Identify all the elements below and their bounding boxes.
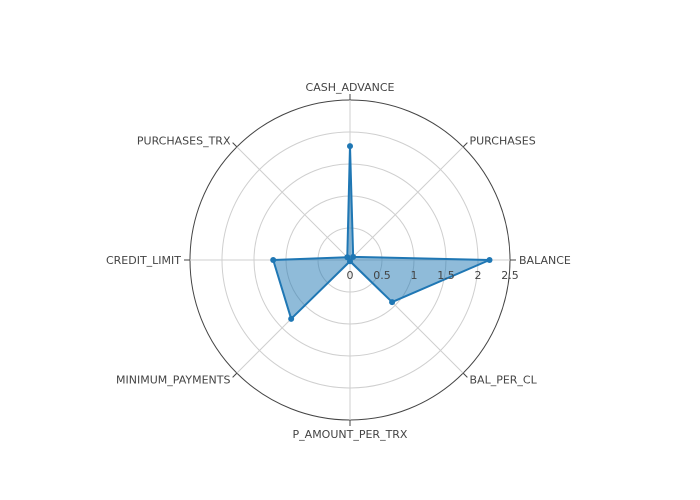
axis-label-bal-per-cl: BAL_PER_CL [470,374,538,387]
radial-tick-label: 1.5 [437,269,455,282]
axis-tick-mark [462,142,468,148]
data-point-minimum-payments[interactable] [288,315,295,322]
axis-label-credit-limit: CREDIT_LIMIT [106,254,181,267]
axis-label-p-amount-per-trx: P_AMOUNT_PER_TRX [293,428,408,441]
radial-tick-label: 2.5 [501,269,519,282]
axis-label-balance: BALANCE [519,254,571,267]
axis-label-cash-advance: CASH_ADVANCE [306,81,395,94]
axis-spoke [349,146,464,261]
data-point-p-amount-per-trx[interactable] [347,258,353,265]
axis-label-purchases: PURCHASES [470,134,536,147]
radial-tick-label: 0.5 [373,269,391,282]
series-area [273,146,490,319]
data-point-cash-advance[interactable] [347,143,353,150]
axis-label-purchases-trx: PURCHASES_TRX [137,134,231,147]
data-point-credit-limit[interactable] [270,257,277,263]
axis-tick-mark [462,372,468,378]
axis-label-minimum-payments: MINIMUM_PAYMENTS [116,374,230,387]
axis-tick-mark [232,142,238,148]
tick-layer: 0 0.5 1 1.5 2 2.5 [347,269,519,282]
series-layer [270,143,493,322]
data-point-balance[interactable] [486,257,493,263]
data-point-bal-per-cl[interactable] [389,299,396,306]
data-point-purchases[interactable] [350,253,357,260]
label-layer: BALANCE PURCHASES CASH_ADVANCE PURCHASES_TR… [106,81,571,441]
radial-tick-label: 1 [411,269,418,282]
radial-tick-label: 0 [347,269,354,282]
axis-tick-mark [232,372,238,378]
axis-spoke [236,146,351,261]
radial-tick-label: 2 [475,269,482,282]
